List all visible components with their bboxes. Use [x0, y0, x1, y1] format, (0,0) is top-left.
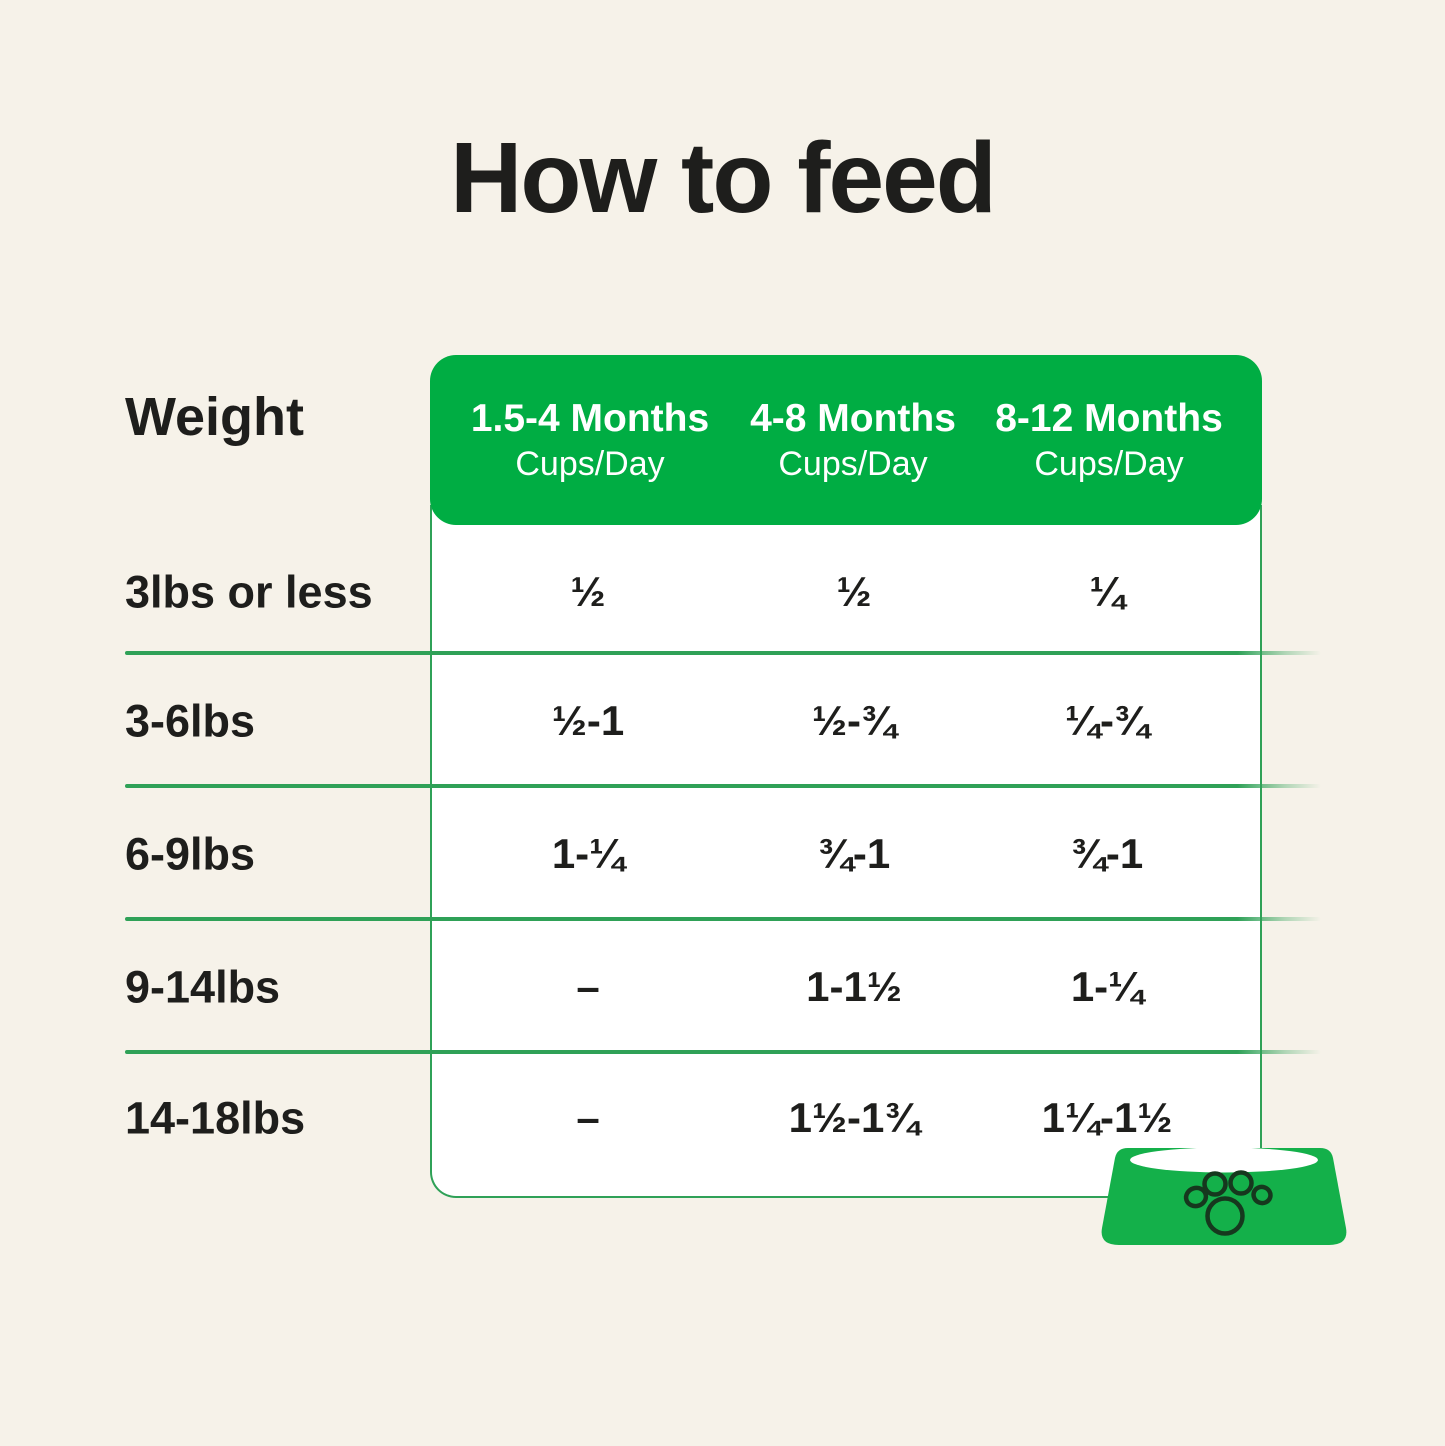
- column-age-label: 1.5-4 Months: [470, 397, 710, 440]
- column-unit-label: Cups/Day: [778, 445, 928, 483]
- row-weight-label: 3lbs or less: [125, 566, 373, 618]
- table-cell: 1¼-1½: [1041, 1094, 1173, 1141]
- table-cell: –: [576, 1094, 600, 1141]
- table-cell: –: [576, 963, 600, 1010]
- column-header-1: 1.5-4 Months Cups/Day: [471, 355, 709, 525]
- column-header-2: 4-8 Months Cups/Day: [750, 355, 956, 525]
- table-cell: ¾-1: [817, 830, 891, 877]
- column-age-label: 8-12 Months: [995, 397, 1223, 440]
- table-cell: ¼: [1089, 568, 1125, 615]
- table-body: [430, 505, 1262, 1198]
- table-cell: ½: [570, 568, 606, 615]
- table-cell: ½-¾: [811, 697, 897, 744]
- row-weight-label: 6-9lbs: [125, 828, 256, 880]
- row-weight-label: 9-14lbs: [125, 961, 281, 1013]
- table-cell: ½-1: [551, 697, 625, 744]
- column-unit-label: Cups/Day: [515, 445, 665, 483]
- row-weight-label: 14-18lbs: [125, 1092, 306, 1144]
- row-divider: [125, 784, 1321, 788]
- bowl-opening: [1130, 1147, 1318, 1173]
- table-header: 1.5-4 Months Cups/Day 4-8 Months Cups/Da…: [430, 355, 1262, 525]
- column-header-3: 8-12 Months Cups/Day: [995, 355, 1223, 525]
- table-cell: ½: [836, 568, 872, 615]
- table-cell: ¾-1: [1070, 830, 1144, 877]
- row-divider: [125, 917, 1321, 921]
- paw-print-icon: [1183, 1170, 1273, 1236]
- dog-bowl-icon: [1098, 1142, 1350, 1257]
- table-cell: ¼-¾: [1064, 697, 1150, 744]
- column-age-label: 4-8 Months: [750, 397, 956, 440]
- table-cell: 1-¼: [551, 830, 625, 877]
- row-divider: [125, 651, 1321, 655]
- table-cell: 1½-1¾: [788, 1094, 920, 1141]
- row-divider: [125, 1050, 1321, 1054]
- row-weight-label: 3-6lbs: [125, 695, 256, 747]
- weight-column-header: Weight: [125, 387, 304, 447]
- page-title: How to feed: [450, 122, 997, 234]
- table-cell: 1-1½: [806, 963, 902, 1010]
- column-unit-label: Cups/Day: [1034, 445, 1184, 483]
- table-cell: 1-¼: [1070, 963, 1144, 1010]
